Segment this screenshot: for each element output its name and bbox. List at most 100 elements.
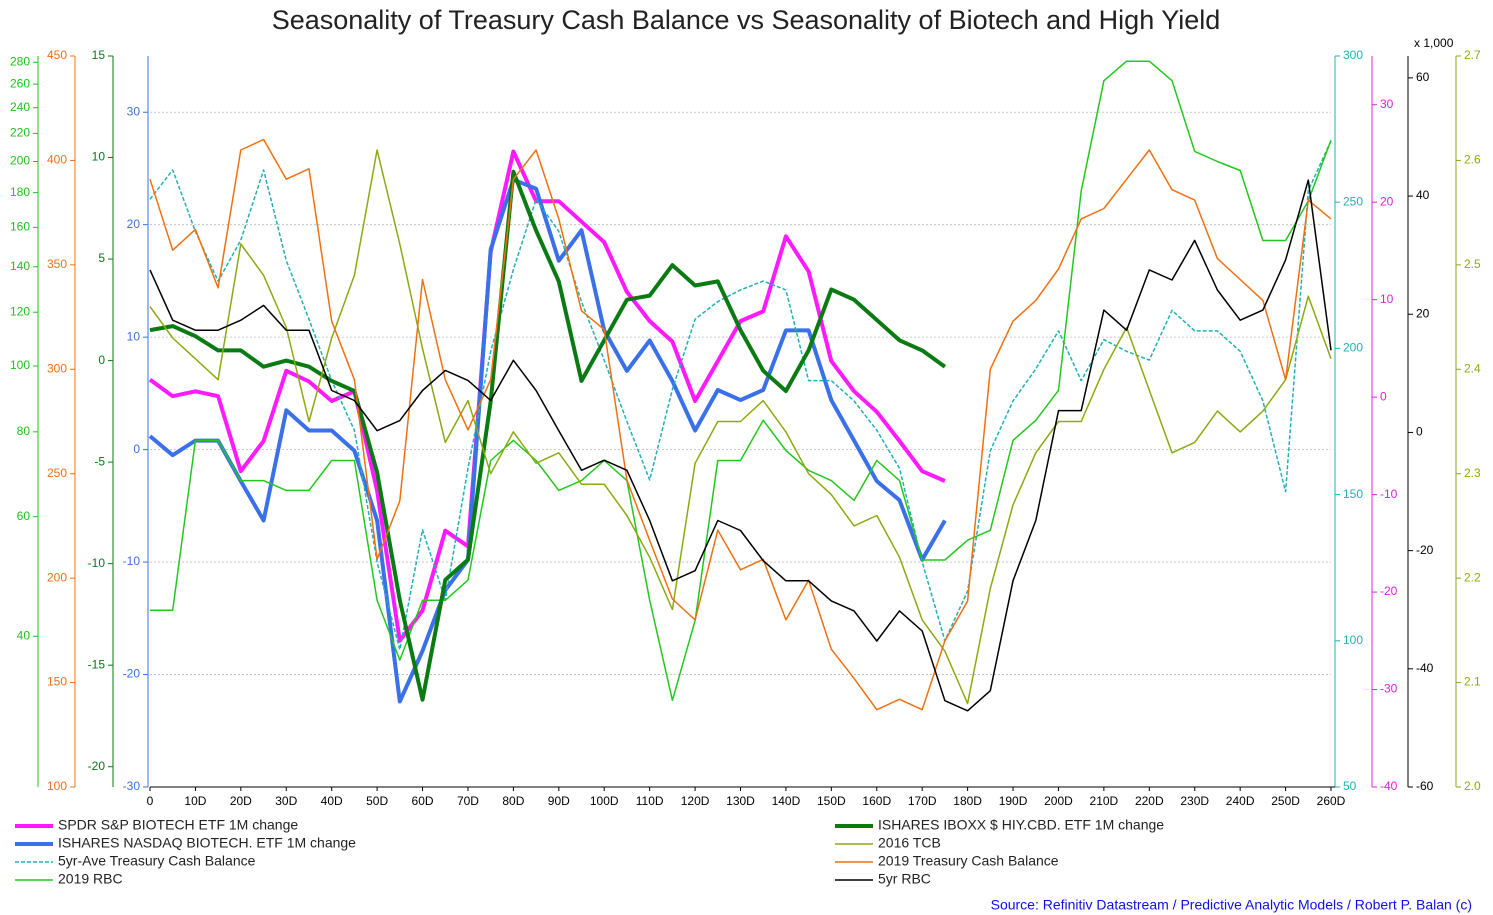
x-tick-label: 160D — [862, 794, 891, 808]
legend-label: 2019 RBC — [58, 871, 123, 887]
x-tick-label: 60D — [412, 794, 434, 808]
y-tick-label: 140 — [10, 259, 30, 273]
y-tick-label: 200 — [1343, 341, 1363, 355]
x-tick-label: 220D — [1135, 794, 1164, 808]
legend-label: SPDR S&P BIOTECH ETF 1M change — [58, 817, 298, 833]
y-tick-label: 60 — [17, 509, 31, 523]
y-tick-label: -10 — [88, 556, 106, 570]
series-line — [149, 169, 947, 702]
y-tick-label: 200 — [10, 154, 30, 168]
y-tick-label: 10 — [127, 329, 141, 343]
legend-label: ISHARES IBOXX $ HIY.CBD. ETF 1M change — [878, 817, 1164, 833]
series-line — [148, 149, 946, 643]
x-tick-label: 20D — [230, 794, 252, 808]
y-tick-label: 5 — [98, 251, 105, 265]
y-tick-label: -60 — [1416, 779, 1434, 793]
y-tick-label: 10 — [92, 150, 106, 164]
y-tick-label: 2.6 — [1464, 153, 1481, 167]
y-tick-label: 2.2 — [1464, 570, 1481, 584]
y-tick-label: 150 — [1343, 487, 1363, 501]
y-tick-label: 120 — [10, 304, 30, 318]
x-tick-label: 200D — [1044, 794, 1073, 808]
x-tick-label: 150D — [817, 794, 846, 808]
y-tick-label: 250 — [1343, 194, 1363, 208]
y-tick-label: 450 — [47, 48, 67, 62]
x-tick-label: 110D — [636, 794, 664, 808]
y-tick-label: 300 — [47, 361, 67, 375]
y-tick-label: 220 — [10, 126, 30, 140]
series-line — [149, 179, 1332, 712]
y-tick-label: 20 — [127, 217, 141, 231]
series-line — [150, 60, 1332, 702]
y-tick-label: -40 — [1380, 779, 1398, 793]
x-tick-label: 100D — [590, 794, 619, 808]
chart-title: Seasonality of Treasury Cash Balance vs … — [272, 5, 1221, 35]
y-tick-label: -10 — [1380, 487, 1398, 501]
x-tick-label: 0 — [147, 794, 154, 808]
x-tick-label: 40D — [321, 794, 343, 808]
y-tick-label: -40 — [1416, 661, 1434, 675]
y-tick-label: 2.7 — [1464, 48, 1481, 62]
y-tick-label: 20 — [1416, 306, 1430, 320]
y-tick-label: 180 — [10, 185, 30, 199]
y-axis-unit: x 1,000 — [1414, 36, 1454, 50]
legend-label: 2019 Treasury Cash Balance — [878, 853, 1059, 869]
x-tick-label: 250D — [1271, 794, 1300, 808]
y-tick-label: 200 — [47, 570, 67, 584]
x-tick-label: 80D — [502, 794, 524, 808]
y-tick-label: -15 — [88, 657, 106, 671]
series-line — [149, 138, 1332, 711]
y-tick-label: -20 — [1416, 543, 1434, 557]
y-tick-label: 50 — [1343, 779, 1357, 793]
y-tick-label: 350 — [47, 257, 67, 271]
x-tick-label: 210D — [1090, 794, 1119, 808]
y-tick-label: -30 — [123, 779, 141, 793]
y-tick-label: -20 — [1380, 584, 1398, 598]
y-tick-label: 280 — [10, 54, 30, 68]
x-tick-label: 170D — [908, 794, 937, 808]
x-tick-label: 70D — [457, 794, 479, 808]
y-tick-label: 100 — [10, 358, 30, 372]
legend-label: 2016 TCB — [878, 835, 941, 851]
source-note: Source: Refinitiv Datastream / Predictiv… — [991, 897, 1472, 913]
x-tick-label: 130D — [726, 794, 755, 808]
y-tick-label: 20 — [1380, 194, 1394, 208]
y-tick-label: 0 — [98, 353, 105, 367]
y-tick-label: 80 — [17, 424, 31, 438]
x-tick-label: 260D — [1317, 794, 1346, 808]
y-tick-label: 100 — [1343, 633, 1363, 647]
y-tick-label: 30 — [1380, 97, 1394, 111]
y-tick-label: -10 — [123, 554, 141, 568]
y-tick-label: 0 — [133, 442, 140, 456]
y-tick-label: 300 — [1343, 48, 1363, 62]
y-tick-label: 60 — [1416, 70, 1430, 84]
x-tick-label: 30D — [275, 794, 297, 808]
x-tick-label: 120D — [681, 794, 710, 808]
y-tick-label: 150 — [47, 675, 67, 689]
y-tick-label: 100 — [47, 779, 67, 793]
y-tick-label: 2.4 — [1464, 361, 1481, 375]
y-tick-label: 240 — [10, 100, 30, 114]
y-tick-label: -20 — [123, 667, 141, 681]
y-tick-label: 260 — [10, 76, 30, 90]
y-tick-label: 10 — [1380, 292, 1394, 306]
x-tick-label: 90D — [548, 794, 570, 808]
x-tick-label: 230D — [1180, 794, 1209, 808]
y-tick-label: 40 — [1416, 188, 1430, 202]
y-tick-label: -20 — [88, 759, 106, 773]
x-tick-label: 140D — [772, 794, 801, 808]
y-tick-label: 400 — [47, 153, 67, 167]
x-tick-label: 50D — [366, 794, 388, 808]
y-tick-label: 0 — [1380, 389, 1387, 403]
y-tick-label: 2.5 — [1464, 257, 1481, 271]
y-tick-label: 30 — [127, 104, 141, 118]
legend-label: 5yr RBC — [878, 871, 931, 887]
y-tick-label: 15 — [92, 48, 106, 62]
legend-label: 5yr-Ave Treasury Cash Balance — [58, 853, 256, 869]
series-line — [149, 140, 1332, 651]
legend-label: ISHARES NASDAQ BIOTECH. ETF 1M change — [58, 835, 356, 851]
y-tick-label: 0 — [1416, 425, 1423, 439]
y-tick-label: 2.3 — [1464, 466, 1481, 480]
y-tick-label: -30 — [1380, 682, 1398, 696]
